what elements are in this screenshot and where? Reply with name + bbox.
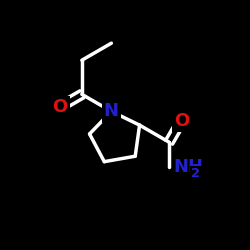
Text: NH: NH — [174, 158, 204, 176]
Text: O: O — [174, 112, 189, 130]
Text: N: N — [104, 102, 119, 120]
Text: 2: 2 — [191, 167, 200, 180]
Text: O: O — [52, 98, 68, 116]
